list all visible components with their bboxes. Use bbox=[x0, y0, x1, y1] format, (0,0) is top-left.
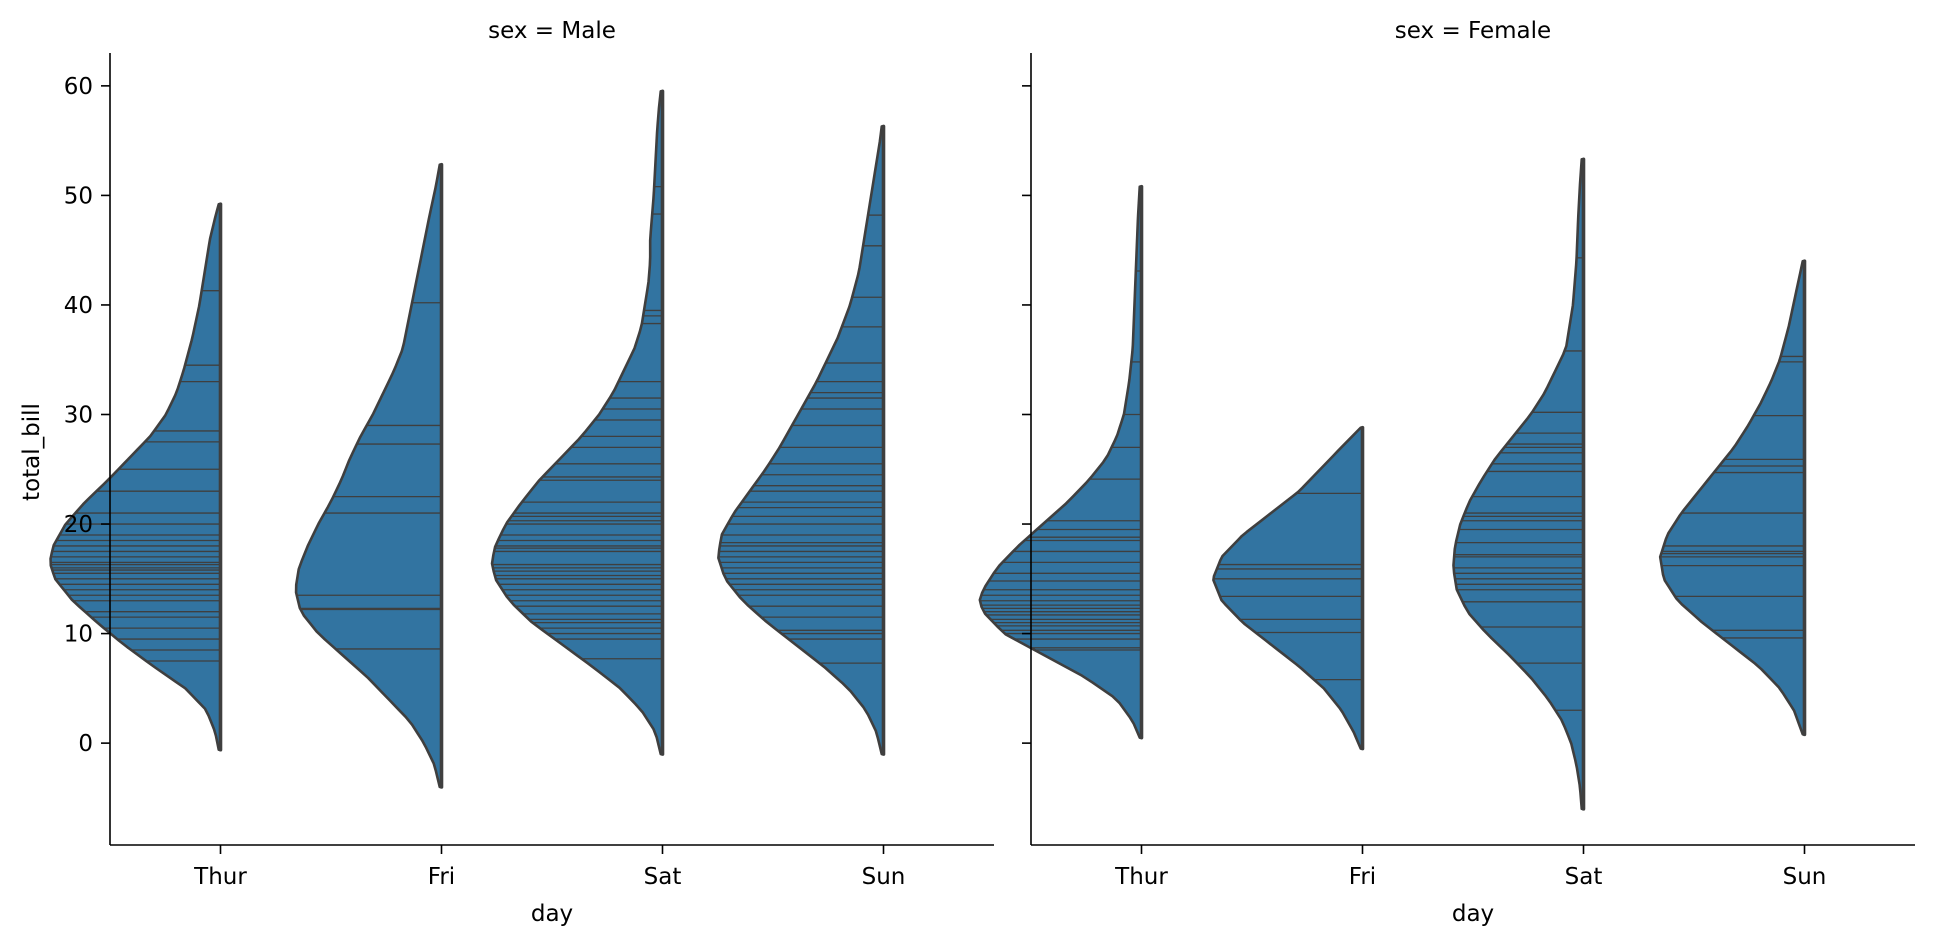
violin-body bbox=[1212, 426, 1364, 750]
x-tick-label: Sat bbox=[644, 864, 682, 890]
y-tick-label: 30 bbox=[64, 402, 93, 428]
panel-title: sex = Female bbox=[1395, 18, 1551, 44]
facet-panel: sex = Male 0 10 20 30 40 50 60 Thur Fri Sat Sun day bbox=[49, 18, 994, 927]
violin-body bbox=[490, 90, 664, 756]
y-tick-label: 40 bbox=[64, 293, 93, 319]
y-tick-label: 20 bbox=[64, 512, 93, 538]
facet-panel: sex = Female Thur Fri Sat Sun day bbox=[978, 18, 1915, 927]
violin-body bbox=[49, 202, 222, 751]
y-tick-label: 10 bbox=[64, 622, 93, 648]
violin-body bbox=[294, 163, 443, 789]
y-tick-label: 0 bbox=[78, 731, 93, 757]
x-tick-label: Fri bbox=[428, 864, 455, 890]
violin-body bbox=[1658, 259, 1806, 736]
x-tick-label: Fri bbox=[1349, 864, 1376, 890]
violin-body bbox=[1452, 157, 1585, 811]
violin-body bbox=[717, 125, 885, 756]
y-tick-label: 60 bbox=[64, 74, 93, 100]
y-tick-label: 50 bbox=[64, 183, 93, 209]
x-tick-label: Thur bbox=[1114, 864, 1168, 890]
x-tick-label: Sun bbox=[1783, 864, 1827, 890]
x-tick-label: Sun bbox=[862, 864, 906, 890]
violin-body bbox=[978, 185, 1143, 739]
panel-title: sex = Male bbox=[488, 18, 616, 44]
x-axis-label: day bbox=[531, 901, 573, 927]
x-tick-label: Sat bbox=[1565, 864, 1603, 890]
y-axis-label: total_bill bbox=[19, 403, 45, 501]
x-tick-label: Thur bbox=[193, 864, 247, 890]
x-axis-label: day bbox=[1452, 901, 1494, 927]
